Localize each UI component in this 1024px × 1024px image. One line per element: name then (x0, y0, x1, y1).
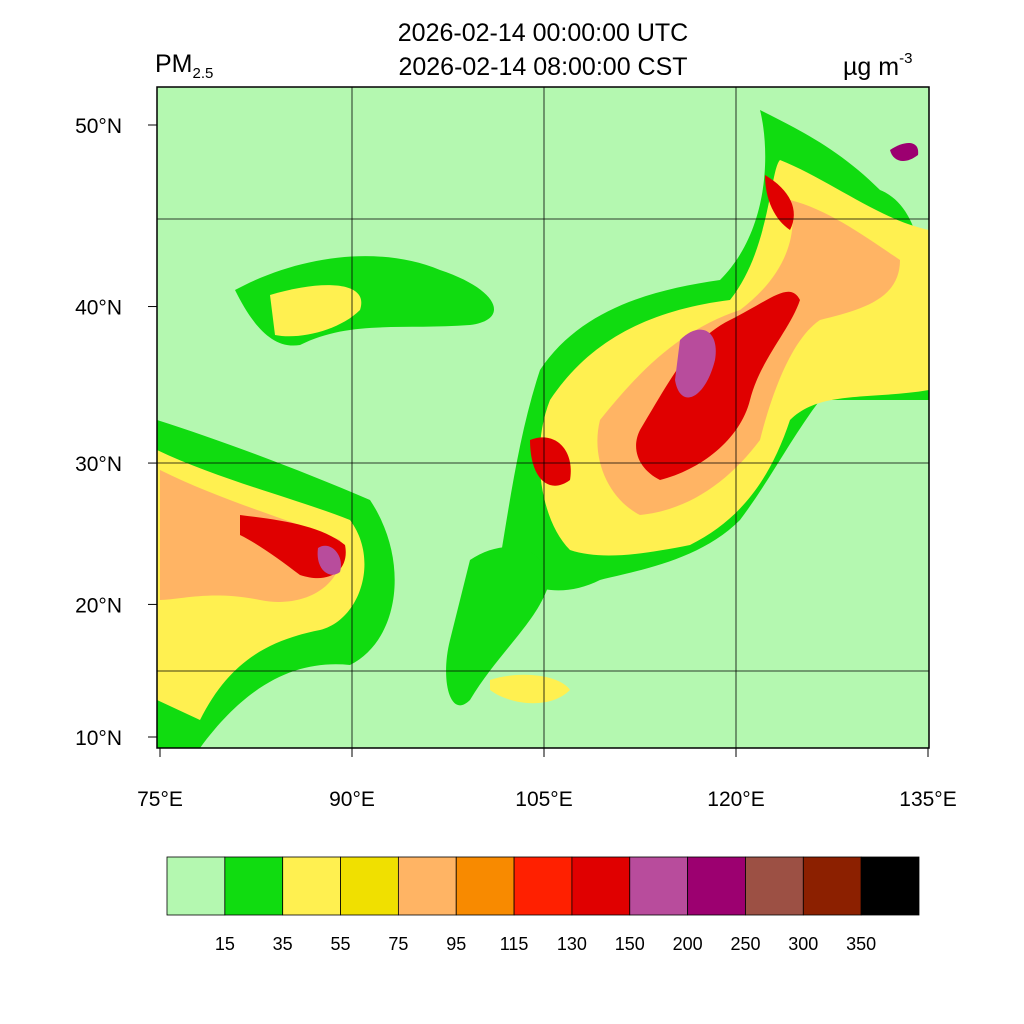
title-line: 2026-02-14 00:00:00 UTC (398, 19, 688, 47)
colorbar-box (513, 856, 573, 916)
colorbar-label: 75 (388, 934, 408, 954)
colorbar-label: 15 (215, 934, 235, 954)
units-sup: -3 (899, 50, 912, 67)
variable-sub: 2.5 (193, 65, 214, 82)
colorbar-box (571, 856, 631, 916)
colorbar-box (340, 856, 399, 916)
units-main: µg m (843, 53, 899, 81)
x-tick-label: 90°E (329, 788, 375, 811)
x-tick-label: 75°E (137, 788, 183, 811)
y-tick-label: 40°N (75, 297, 122, 320)
colorbar-box (745, 856, 804, 916)
y-tick-label: 50°N (75, 115, 122, 138)
colorbar-label: 95 (446, 934, 466, 954)
colorbar-box (397, 856, 457, 916)
x-tick-label: 135°E (899, 788, 956, 811)
colorbar-box (224, 856, 284, 916)
colorbar-label: 200 (673, 934, 703, 954)
colorbar-box (166, 856, 226, 916)
title-line: 2026-02-14 08:00:00 CST (398, 53, 687, 81)
colorbar-label: 130 (557, 934, 587, 954)
map-field (157, 87, 929, 748)
colorbar-box (860, 856, 920, 916)
y-tick-label: 20°N (75, 594, 122, 617)
variable-main: PM (155, 50, 193, 78)
units-label: µg m-3 (843, 50, 912, 81)
y-tick-label: 10°N (75, 727, 122, 750)
x-tick-label: 120°E (707, 788, 764, 811)
colorbar-box (455, 856, 515, 916)
colorbar-label: 250 (730, 934, 760, 954)
colorbar-label: 35 (273, 934, 293, 954)
colorbar-label: 115 (500, 934, 529, 954)
colorbar-box (282, 856, 341, 916)
colorbar-box (802, 856, 862, 916)
colorbar-label: 55 (331, 934, 351, 954)
x-tick-label: 105°E (515, 788, 572, 811)
colorbar-label: 350 (846, 934, 876, 954)
grid (157, 87, 929, 748)
map-frame (156, 86, 930, 749)
variable-label: PM2.5 (155, 50, 213, 82)
colorbar-box (629, 856, 689, 916)
colorbar-box (687, 856, 746, 916)
colorbar-label: 150 (615, 934, 645, 954)
colorbar-label: 300 (788, 934, 818, 954)
y-tick-label: 30°N (75, 453, 122, 476)
